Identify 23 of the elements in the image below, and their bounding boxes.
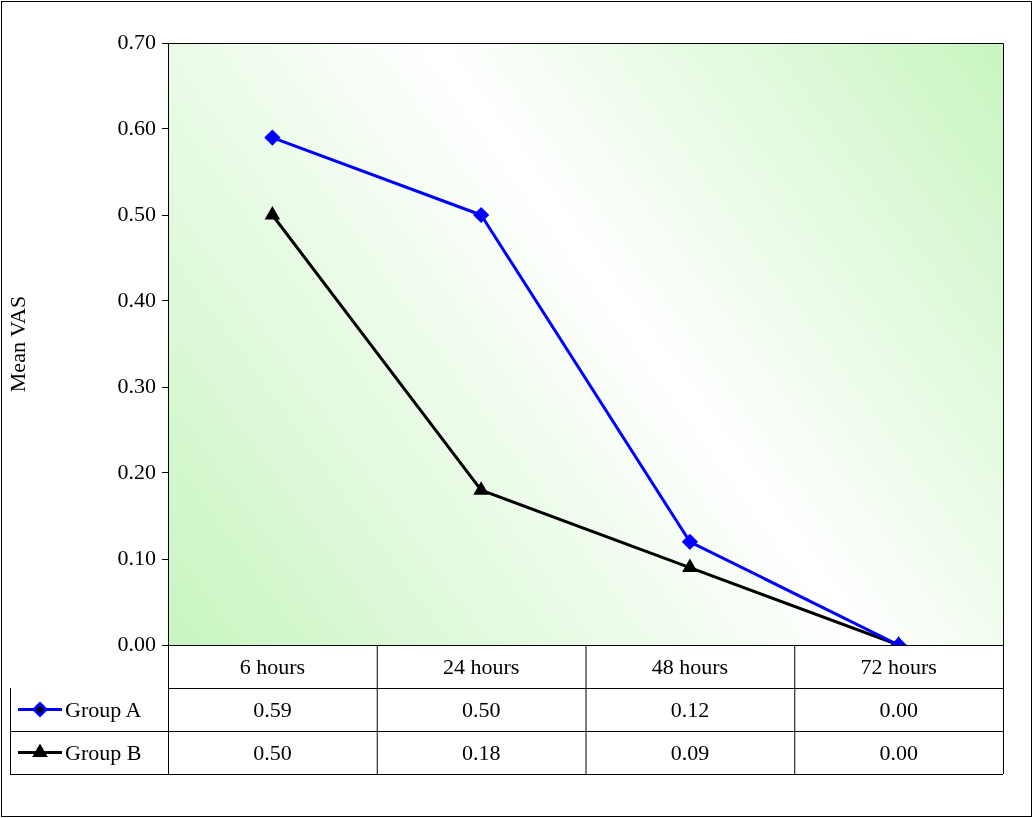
data-label: 0.59 <box>253 697 292 723</box>
y-tick-label: 0.40 <box>117 286 156 312</box>
y-tick-label: 0.10 <box>117 544 156 570</box>
y-tick-label: 0.30 <box>117 372 156 398</box>
y-tick-label: 0.20 <box>117 458 156 484</box>
x-tick-label: 72 hours <box>860 654 937 680</box>
y-tick-label: 0.70 <box>117 28 156 54</box>
y-tick-label: 0.00 <box>117 630 156 656</box>
data-label: 0.50 <box>461 697 501 723</box>
x-tick-label: 6 hours <box>239 654 306 680</box>
y-axis-title: Mean VAS <box>4 295 30 393</box>
x-tick-label: 24 hours <box>442 654 520 680</box>
data-label: 0.18 <box>461 740 501 766</box>
x-tick-label: 48 hours <box>651 654 729 680</box>
y-tick-label: 0.50 <box>117 200 156 226</box>
data-label: 0.09 <box>670 740 710 766</box>
data-label: 0.50 <box>253 740 292 766</box>
legend-label: Group A <box>65 697 142 723</box>
y-tick-label: 0.60 <box>117 114 156 140</box>
legend-label: Group B <box>65 740 142 766</box>
data-label: 0.12 <box>670 697 710 723</box>
data-label: 0.00 <box>879 697 918 723</box>
data-label: 0.00 <box>879 740 918 766</box>
